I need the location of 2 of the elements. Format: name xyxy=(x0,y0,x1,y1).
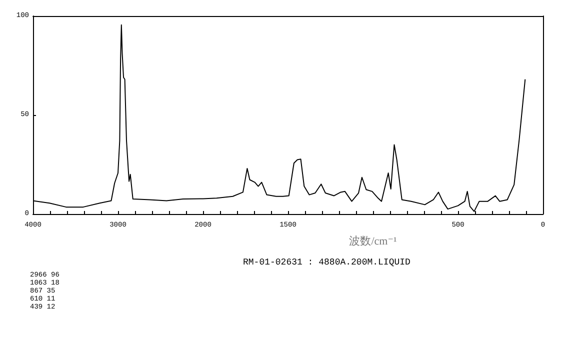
text: RM-01-02631 : 4880A.200M.LIQUID xyxy=(243,258,410,268)
x-axis-title: 波数/cm⁻¹ xyxy=(349,234,397,248)
